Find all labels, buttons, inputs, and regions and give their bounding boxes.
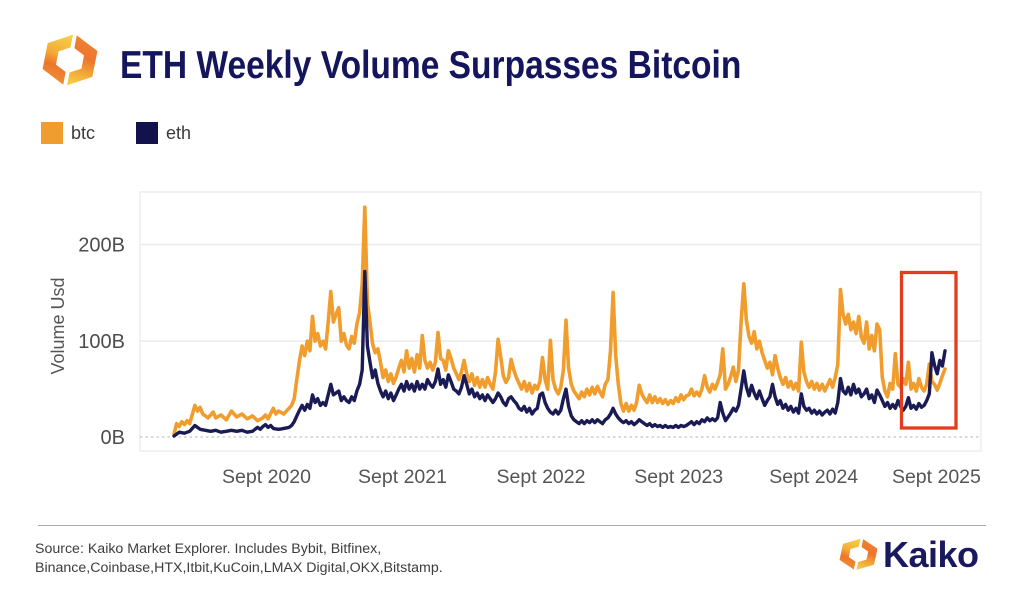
svg-text:Sept 2022: Sept 2022 (497, 466, 586, 488)
svg-text:Sept 2024: Sept 2024 (769, 466, 858, 488)
svg-text:Sept 2021: Sept 2021 (358, 466, 447, 488)
svg-text:100B: 100B (78, 331, 125, 353)
svg-text:Sept 2023: Sept 2023 (634, 466, 723, 488)
svg-text:Volume Usd: Volume Usd (48, 277, 68, 374)
svg-text:200B: 200B (78, 235, 125, 257)
svg-text:Sept 2025: Sept 2025 (892, 466, 981, 488)
svg-text:Sept 2020: Sept 2020 (222, 466, 311, 488)
svg-text:0B: 0B (101, 427, 125, 449)
